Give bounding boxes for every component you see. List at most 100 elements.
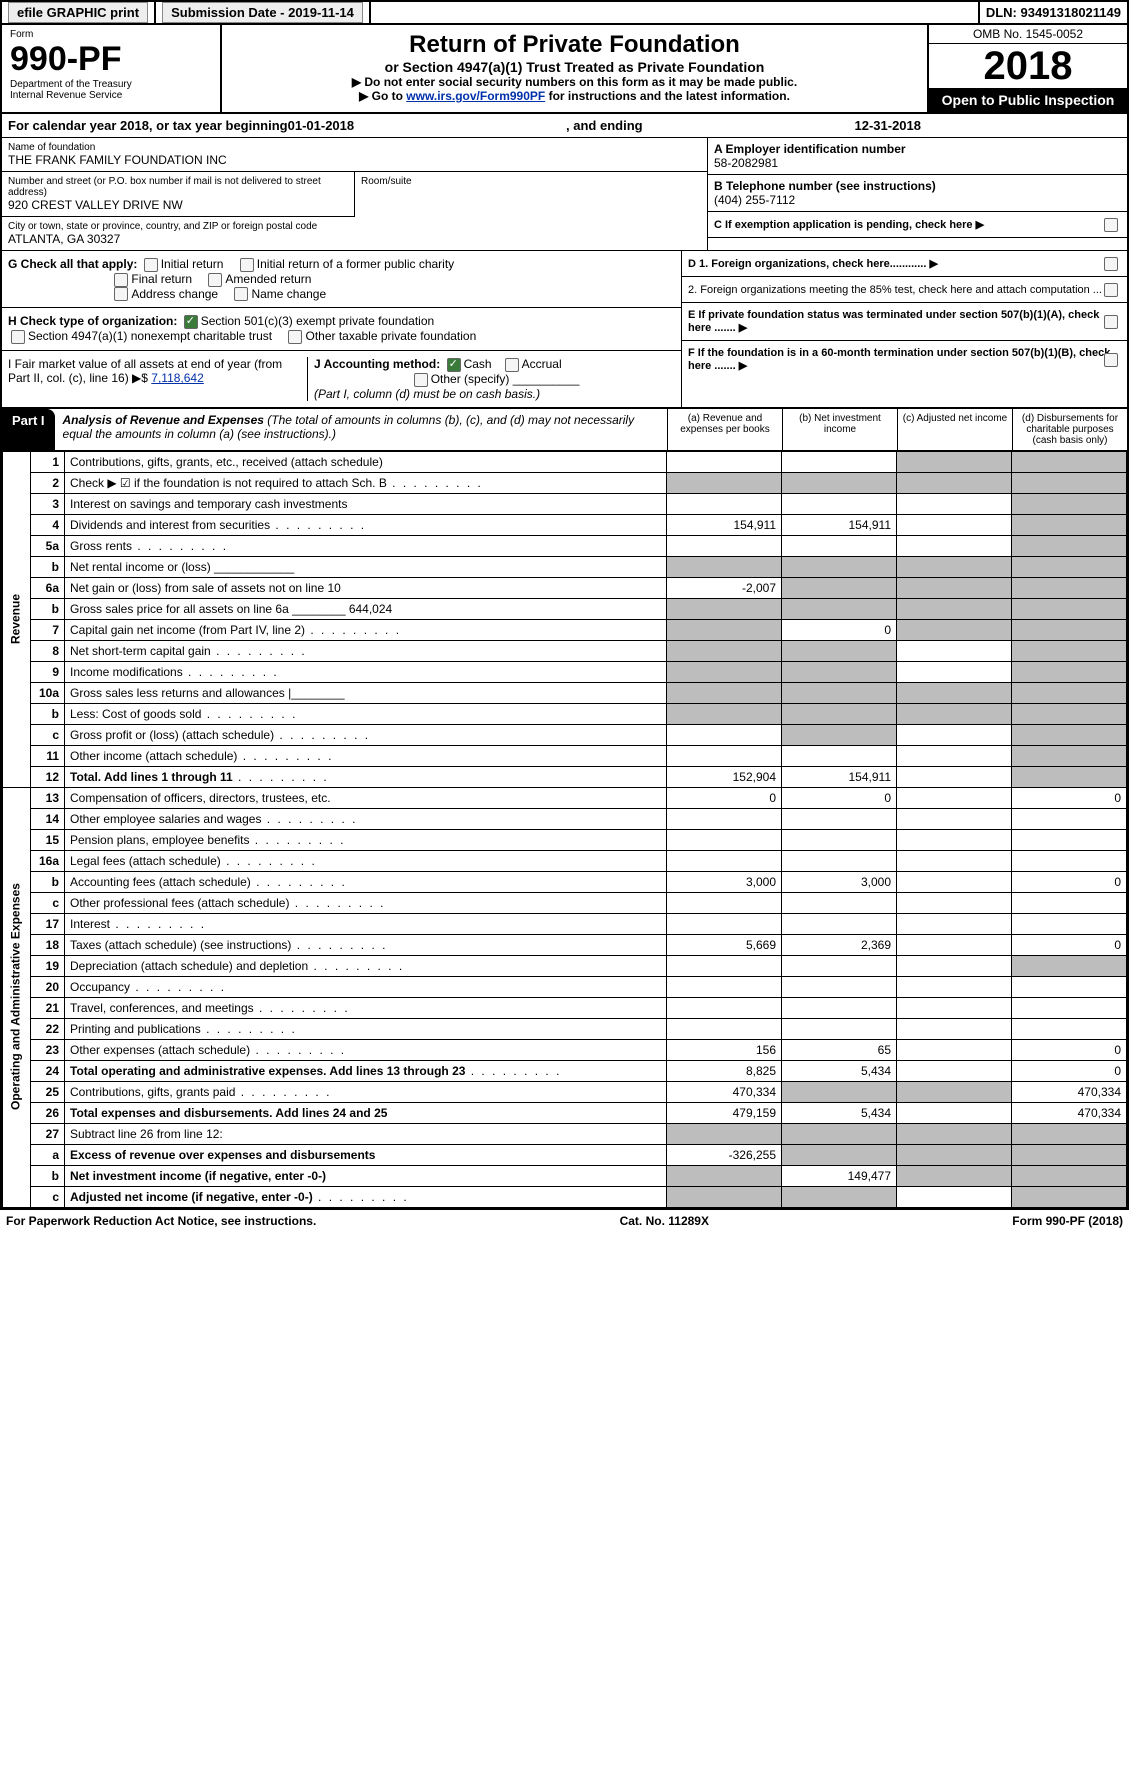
cell-shaded bbox=[667, 1165, 782, 1186]
row-number: 2 bbox=[31, 472, 65, 493]
part1-desc: Analysis of Revenue and Expenses (The to… bbox=[55, 409, 667, 450]
table-row: 8Net short-term capital gain bbox=[3, 640, 1127, 661]
cal-end: 12-31-2018 bbox=[855, 118, 922, 133]
cell-value bbox=[782, 808, 897, 829]
cell-shaded bbox=[667, 640, 782, 661]
cal-mid: , and ending bbox=[354, 118, 854, 133]
checkbox-c[interactable] bbox=[1104, 218, 1118, 232]
row-text: Less: Cost of goods sold bbox=[65, 703, 667, 724]
row-number: c bbox=[31, 724, 65, 745]
line-j-label: J Accounting method: bbox=[314, 357, 440, 371]
cell-value: 3,000 bbox=[782, 871, 897, 892]
dln-cell: DLN: 93491318021149 bbox=[980, 2, 1127, 23]
checkbox-final-return[interactable] bbox=[114, 273, 128, 287]
opt-other-method: Other (specify) bbox=[431, 372, 510, 386]
cell-shaded bbox=[782, 472, 897, 493]
cell-value bbox=[897, 493, 1012, 514]
table-row: 3Interest on savings and temporary cash … bbox=[3, 493, 1127, 514]
cell-value bbox=[1012, 1018, 1127, 1039]
row-text: Total expenses and disbursements. Add li… bbox=[65, 1102, 667, 1123]
cell-shaded bbox=[667, 703, 782, 724]
checkbox-e[interactable] bbox=[1104, 315, 1118, 329]
part1-header-row: Part I Analysis of Revenue and Expenses … bbox=[2, 407, 1127, 451]
table-row: 23Other expenses (attach schedule)156650 bbox=[3, 1039, 1127, 1060]
row-text: Legal fees (attach schedule) bbox=[65, 850, 667, 871]
header-bar: efile GRAPHIC print Submission Date - 20… bbox=[0, 0, 1129, 25]
cell-value bbox=[782, 1018, 897, 1039]
row-number: 4 bbox=[31, 514, 65, 535]
checkbox-name-change[interactable] bbox=[234, 287, 248, 301]
table-row: 21Travel, conferences, and meetings bbox=[3, 997, 1127, 1018]
col-b-head: (b) Net investment income bbox=[782, 409, 897, 450]
checkbox-d1[interactable] bbox=[1104, 257, 1118, 271]
efile-button[interactable]: efile GRAPHIC print bbox=[8, 2, 148, 23]
row-text: Travel, conferences, and meetings bbox=[65, 997, 667, 1018]
table-row: 9Income modifications bbox=[3, 661, 1127, 682]
footer-center: Cat. No. 11289X bbox=[620, 1214, 709, 1228]
cell-value bbox=[897, 871, 1012, 892]
checkbox-accrual[interactable] bbox=[505, 358, 519, 372]
cell-shaded bbox=[897, 577, 1012, 598]
row-text: Printing and publications bbox=[65, 1018, 667, 1039]
table-row: 19Depreciation (attach schedule) and dep… bbox=[3, 955, 1127, 976]
checkbox-initial-return[interactable] bbox=[144, 258, 158, 272]
cell-shaded bbox=[1012, 535, 1127, 556]
row-number: 8 bbox=[31, 640, 65, 661]
checkbox-cash[interactable] bbox=[447, 358, 461, 372]
line-i-value[interactable]: 7,118,642 bbox=[151, 371, 204, 385]
row-number: b bbox=[31, 1165, 65, 1186]
checkbox-other-taxable[interactable] bbox=[288, 330, 302, 344]
form-header-center: Return of Private Foundation or Section … bbox=[222, 25, 927, 112]
cell-shaded bbox=[782, 1123, 897, 1144]
cell-shaded bbox=[1012, 682, 1127, 703]
cell-shaded bbox=[782, 703, 897, 724]
cell-value: 5,434 bbox=[782, 1102, 897, 1123]
cell-value bbox=[897, 724, 1012, 745]
cell-value: 5,669 bbox=[667, 934, 782, 955]
table-row: 2Check ▶ ☑ if the foundation is not requ… bbox=[3, 472, 1127, 493]
city-block: City or town, state or province, country… bbox=[2, 217, 707, 250]
cell-shaded bbox=[1012, 577, 1127, 598]
checkbox-initial-former[interactable] bbox=[240, 258, 254, 272]
checkbox-4947a1[interactable] bbox=[11, 330, 25, 344]
cell-value bbox=[897, 913, 1012, 934]
row-number: 7 bbox=[31, 619, 65, 640]
row-number: 6a bbox=[31, 577, 65, 598]
table-row: 16aLegal fees (attach schedule) bbox=[3, 850, 1127, 871]
checkbox-501c3[interactable] bbox=[184, 315, 198, 329]
cell-value bbox=[897, 1102, 1012, 1123]
arrow-icon: ▶ bbox=[976, 219, 984, 231]
checks-right: D 1. Foreign organizations, check here..… bbox=[682, 251, 1127, 407]
table-row: cOther professional fees (attach schedul… bbox=[3, 892, 1127, 913]
checkbox-other-method[interactable] bbox=[414, 373, 428, 387]
cell-shaded bbox=[1012, 1123, 1127, 1144]
checkbox-amended-return[interactable] bbox=[208, 273, 222, 287]
opt-initial-former: Initial return of a former public charit… bbox=[257, 257, 454, 271]
opt-accrual: Accrual bbox=[522, 357, 562, 371]
cell-value: 479,159 bbox=[667, 1102, 782, 1123]
irs-label: Internal Revenue Service bbox=[10, 90, 212, 101]
ein-block: A Employer identification number 58-2082… bbox=[708, 138, 1127, 175]
row-number: 27 bbox=[31, 1123, 65, 1144]
cell-shaded bbox=[897, 1144, 1012, 1165]
table-row: 22Printing and publications bbox=[3, 1018, 1127, 1039]
line-c-text: C If exemption application is pending, c… bbox=[714, 219, 973, 231]
col-a-head: (a) Revenue and expenses per books bbox=[667, 409, 782, 450]
submission-date: Submission Date - 2019-11-14 bbox=[162, 2, 363, 23]
irs-link[interactable]: www.irs.gov/Form990PF bbox=[406, 89, 545, 103]
checkbox-f[interactable] bbox=[1104, 353, 1118, 367]
cell-shaded bbox=[782, 682, 897, 703]
table-row: bAccounting fees (attach schedule)3,0003… bbox=[3, 871, 1127, 892]
row-number: c bbox=[31, 1186, 65, 1207]
name-block: Name of foundation THE FRANK FAMILY FOUN… bbox=[2, 138, 707, 172]
room-block: Room/suite bbox=[354, 172, 707, 217]
checkbox-d2[interactable] bbox=[1104, 283, 1118, 297]
checkbox-address-change[interactable] bbox=[114, 287, 128, 301]
note2-suffix: for instructions and the latest informat… bbox=[545, 89, 790, 103]
row-number: 1 bbox=[31, 451, 65, 472]
checks-section: G Check all that apply: Initial return I… bbox=[2, 251, 1127, 407]
cell-value bbox=[667, 997, 782, 1018]
cell-value bbox=[897, 745, 1012, 766]
info-grid: Name of foundation THE FRANK FAMILY FOUN… bbox=[2, 138, 1127, 251]
opt-other-taxable: Other taxable private foundation bbox=[305, 329, 476, 343]
